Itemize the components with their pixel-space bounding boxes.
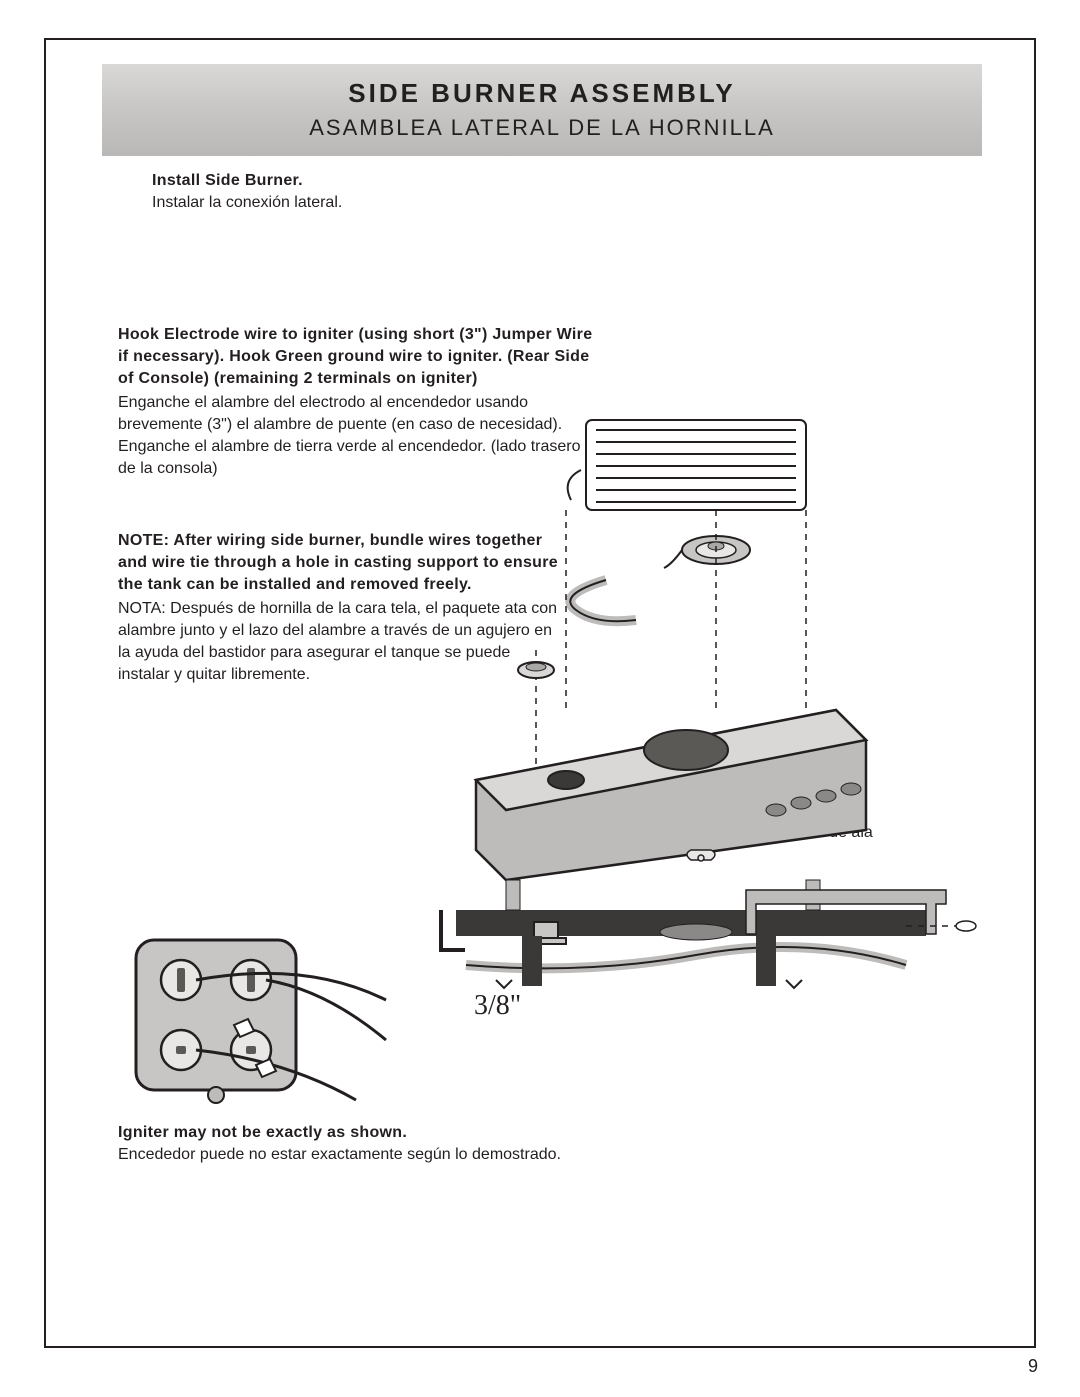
header-bar: SIDE BURNER ASSEMBLY ASAMBLEA LATERAL DE… — [102, 64, 982, 156]
measurement-callout: 3/8" — [474, 990, 521, 1022]
title-english: SIDE BURNER ASSEMBLY — [102, 78, 982, 109]
hook-heading-en: Hook Electrode wire to igniter (using sh… — [118, 324, 598, 390]
install-heading-en: Install Side Burner. — [152, 170, 672, 192]
title-spanish: ASAMBLEA LATERAL DE LA HORNILLA — [102, 115, 982, 141]
igniter-diagram — [126, 930, 386, 1110]
page-frame: SIDE BURNER ASSEMBLY ASAMBLEA LATERAL DE… — [44, 38, 1036, 1348]
igniter-disclaimer: Igniter may not be exactly as shown. Enc… — [118, 1122, 718, 1166]
igniter-note-en: Igniter may not be exactly as shown. — [118, 1122, 718, 1144]
page-number: 9 — [1028, 1356, 1038, 1377]
burner-assembly-diagram — [436, 410, 996, 990]
install-body-es: Instalar la conexión lateral. — [152, 192, 672, 214]
igniter-note-es: Encededor puede no estar exactamente seg… — [118, 1144, 718, 1166]
section-install: Install Side Burner. Instalar la conexió… — [152, 170, 672, 214]
